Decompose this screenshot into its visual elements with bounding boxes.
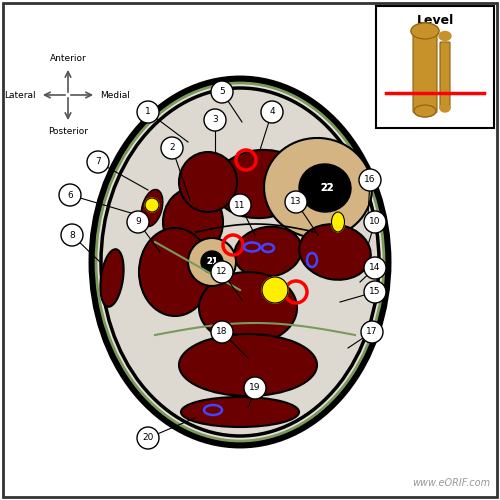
Ellipse shape (92, 79, 388, 445)
Circle shape (261, 101, 283, 123)
Circle shape (127, 211, 149, 233)
Circle shape (285, 191, 307, 213)
Circle shape (211, 321, 233, 343)
Ellipse shape (214, 150, 308, 218)
Ellipse shape (199, 272, 297, 344)
Text: 2: 2 (169, 144, 175, 152)
Ellipse shape (414, 105, 436, 117)
Text: Medial: Medial (100, 90, 130, 100)
Ellipse shape (100, 249, 124, 307)
Circle shape (161, 137, 183, 159)
FancyBboxPatch shape (440, 42, 450, 109)
Text: 10: 10 (369, 218, 381, 226)
Text: Anterior: Anterior (50, 54, 86, 63)
Text: 11: 11 (234, 200, 246, 209)
Text: 22: 22 (320, 183, 334, 193)
Text: 13: 13 (290, 198, 302, 206)
Ellipse shape (179, 152, 237, 212)
FancyBboxPatch shape (3, 3, 497, 497)
Circle shape (244, 377, 266, 399)
Ellipse shape (141, 190, 163, 226)
Text: Posterior: Posterior (48, 127, 88, 136)
Circle shape (211, 261, 233, 283)
Ellipse shape (101, 88, 379, 436)
Text: 12: 12 (216, 268, 228, 276)
Ellipse shape (139, 228, 211, 316)
Text: 20: 20 (142, 434, 154, 442)
Circle shape (87, 151, 109, 173)
Text: 15: 15 (369, 288, 381, 296)
Ellipse shape (163, 188, 223, 256)
Text: 19: 19 (249, 384, 261, 392)
Text: 6: 6 (67, 190, 73, 200)
Text: 5: 5 (219, 88, 225, 96)
Circle shape (364, 211, 386, 233)
Circle shape (137, 101, 159, 123)
Text: 17: 17 (366, 328, 378, 336)
Circle shape (204, 109, 226, 131)
Text: 21: 21 (206, 258, 218, 266)
Text: Lateral: Lateral (4, 90, 36, 100)
Ellipse shape (234, 226, 302, 278)
Circle shape (137, 427, 159, 449)
Circle shape (262, 277, 288, 303)
Circle shape (364, 281, 386, 303)
Text: 1: 1 (145, 108, 151, 116)
Text: 3: 3 (212, 116, 218, 124)
FancyBboxPatch shape (413, 29, 437, 113)
Text: 22: 22 (320, 183, 334, 193)
Circle shape (361, 321, 383, 343)
FancyBboxPatch shape (376, 6, 494, 128)
Text: 16: 16 (364, 176, 376, 184)
Circle shape (364, 257, 386, 279)
Text: 9: 9 (135, 218, 141, 226)
Ellipse shape (439, 32, 451, 40)
Ellipse shape (332, 212, 344, 232)
Text: Level: Level (416, 14, 454, 27)
Text: 21: 21 (206, 258, 218, 266)
Ellipse shape (440, 104, 450, 112)
Text: 7: 7 (95, 158, 101, 166)
Ellipse shape (96, 83, 384, 441)
Circle shape (59, 184, 81, 206)
Circle shape (359, 169, 381, 191)
Text: www.eORIF.com: www.eORIF.com (412, 478, 490, 488)
Text: 8: 8 (69, 230, 75, 239)
Circle shape (145, 198, 159, 212)
Circle shape (229, 194, 251, 216)
Text: 14: 14 (370, 264, 380, 272)
Text: 4: 4 (269, 108, 275, 116)
Ellipse shape (188, 238, 236, 286)
Ellipse shape (299, 224, 371, 280)
Text: 18: 18 (216, 328, 228, 336)
Ellipse shape (411, 23, 439, 39)
Circle shape (211, 81, 233, 103)
Ellipse shape (299, 164, 351, 212)
Circle shape (61, 224, 83, 246)
Ellipse shape (179, 334, 317, 396)
Ellipse shape (264, 138, 372, 238)
Ellipse shape (181, 397, 299, 427)
Ellipse shape (201, 251, 223, 273)
